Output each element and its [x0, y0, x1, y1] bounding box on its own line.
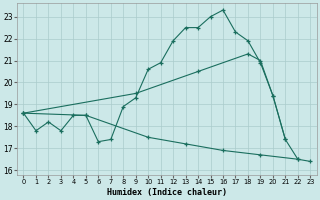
X-axis label: Humidex (Indice chaleur): Humidex (Indice chaleur): [107, 188, 227, 197]
